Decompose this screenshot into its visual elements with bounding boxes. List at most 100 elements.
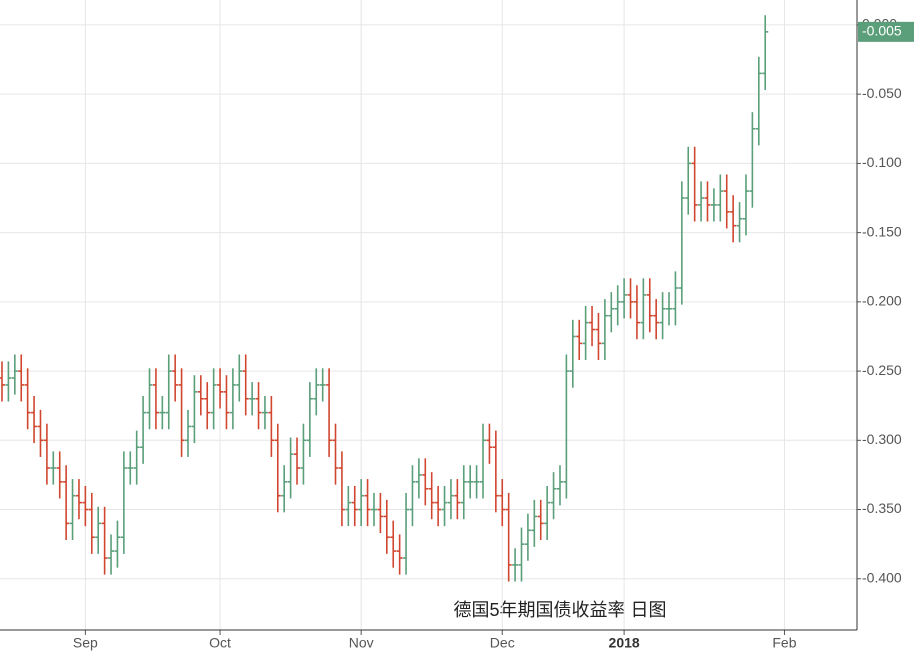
ohlc-bar <box>403 492 410 575</box>
ohlc-bar <box>691 146 698 222</box>
ohlc-bar <box>306 382 313 457</box>
ohlc-bar <box>755 56 762 146</box>
ohlc-bar <box>18 354 25 402</box>
grid <box>0 0 857 630</box>
ohlc-bar <box>31 396 38 444</box>
ohlc-bar <box>351 486 358 527</box>
ohlc-bar <box>749 112 756 208</box>
ohlc-bar <box>762 15 769 90</box>
ohlc-bar <box>480 423 487 499</box>
ohlc-bar <box>736 202 743 243</box>
ohlc-bar <box>140 396 147 464</box>
ohlc-bar <box>133 430 140 485</box>
y-tick-label: -0.350 <box>862 500 902 516</box>
ohlc-bar <box>685 146 692 215</box>
y-tick-label: -0.150 <box>862 223 902 239</box>
ohlc-bar <box>742 174 749 236</box>
ohlc-bar <box>492 430 499 513</box>
ohlc-bar <box>261 396 268 430</box>
ohlc-bar <box>409 465 416 527</box>
ohlc-bar <box>229 368 236 430</box>
ohlc-bar <box>75 479 82 520</box>
ohlc-bar <box>569 319 576 388</box>
ohlc-bar <box>576 319 583 360</box>
ohlc-bar <box>678 181 685 305</box>
ohlc-bar <box>435 486 442 527</box>
x-tick-label: 2018 <box>609 635 640 651</box>
ohlc-bar <box>358 479 365 527</box>
ohlc-bar <box>255 382 262 430</box>
ohlc-bar <box>608 292 615 333</box>
chart-annotation: 德国5年期国债收益率 日图 <box>453 600 666 620</box>
ohlc-bar <box>537 499 544 540</box>
ohlc-bar <box>370 492 377 527</box>
x-tick-label: Feb <box>772 635 796 651</box>
ohlc-bar <box>197 375 204 416</box>
x-tick-label: Nov <box>349 635 374 651</box>
ohlc-bar <box>614 285 621 326</box>
ohlc-bar <box>120 451 127 554</box>
ohlc-bar <box>332 423 339 485</box>
ohlc-bar <box>56 451 63 499</box>
ohlc-bar <box>108 534 115 575</box>
ohlc-bar <box>82 486 89 527</box>
ohlc-bar <box>146 368 153 430</box>
ohlc-bar <box>544 486 551 540</box>
x-tick-label: Sep <box>73 635 98 651</box>
ohlc-bar <box>666 292 673 326</box>
ohlc-bar <box>441 486 448 527</box>
ohlc-bar <box>601 299 608 360</box>
y-tick-label: -0.300 <box>862 431 902 447</box>
ohlc-bar <box>428 472 435 520</box>
ohlc-bar <box>0 361 5 402</box>
ohlc-bar <box>191 375 198 444</box>
last-price-label: -0.005 <box>862 23 902 39</box>
ohlc-bar <box>383 499 390 554</box>
ohlc-bar <box>37 409 44 457</box>
ohlc-bar <box>364 479 371 527</box>
ohlc-bar <box>556 465 563 506</box>
ohlc-bar <box>672 271 679 326</box>
ohlc-bar <box>550 472 557 520</box>
ohlc-bar <box>633 285 640 340</box>
ohlc-bar <box>95 506 102 554</box>
ohlc-bar <box>152 368 159 430</box>
ohlc-bar <box>281 465 288 513</box>
ohlc-bar <box>236 354 243 402</box>
ohlc-bar <box>274 423 281 513</box>
ohlc-bar <box>589 306 596 347</box>
ohlc-bar <box>210 368 217 430</box>
ohlc-bar <box>184 409 191 457</box>
ohlc-bar <box>69 479 76 540</box>
ohlc-bar <box>710 188 717 222</box>
ohlc-bar <box>505 492 512 582</box>
ohlc-bar <box>178 368 185 457</box>
ohlc-bar <box>165 354 172 430</box>
ohlc-bar <box>467 465 474 499</box>
ohlc-bar <box>159 396 166 430</box>
y-tick-label: -0.100 <box>862 154 902 170</box>
ohlc-bar <box>172 354 179 402</box>
ohlc-bar <box>43 423 50 485</box>
ohlc-bar <box>531 499 538 547</box>
ohlc-bar <box>313 368 320 416</box>
ohlc-bar <box>326 368 333 457</box>
ohlc-bar <box>377 492 384 534</box>
ohlc-bar <box>294 437 301 485</box>
ohlc-bar <box>50 451 57 485</box>
ohlc-bar <box>621 278 628 319</box>
ohlc-bar <box>698 181 705 222</box>
ohlc-bar <box>415 458 422 499</box>
ohlc-bar <box>512 548 519 582</box>
ohlc-bar <box>249 382 256 416</box>
ohlc-bar <box>204 382 211 430</box>
y-tick-label: -0.050 <box>862 85 902 101</box>
ohlc-bar <box>582 306 589 360</box>
ohlc-bar <box>563 354 570 499</box>
ohlc-bar <box>717 174 724 222</box>
y-tick-label: -0.250 <box>862 362 902 378</box>
ohlc-bar <box>396 534 403 575</box>
ohlc-bar <box>114 520 121 568</box>
ohlc-bar <box>653 299 660 340</box>
ohlc-bar <box>223 375 230 430</box>
